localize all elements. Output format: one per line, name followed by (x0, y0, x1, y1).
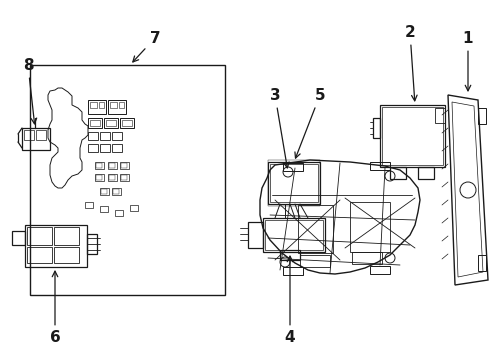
Bar (106, 120, 116, 126)
Bar (108, 100, 126, 114)
Bar (113, 189, 119, 194)
Bar (120, 162, 129, 169)
Bar (390, 167, 406, 179)
Bar (382, 107, 443, 165)
Bar (115, 210, 123, 216)
Bar (112, 188, 121, 195)
Bar (268, 162, 320, 204)
Bar (121, 163, 127, 168)
Text: 2: 2 (405, 24, 417, 101)
Bar (27, 227, 52, 245)
Text: 8: 8 (23, 58, 37, 124)
Text: 4: 4 (285, 256, 295, 346)
Bar (380, 105, 445, 167)
Bar (101, 189, 107, 194)
Bar (478, 108, 486, 124)
Bar (248, 222, 263, 248)
Bar (88, 118, 102, 128)
Bar (95, 162, 104, 169)
Bar (22, 128, 50, 150)
Text: 1: 1 (463, 31, 473, 91)
Bar (120, 118, 134, 128)
Bar (104, 118, 118, 128)
Bar (112, 132, 122, 140)
Bar (298, 205, 333, 253)
Text: 5: 5 (295, 87, 325, 158)
Bar (263, 218, 325, 252)
Bar (268, 160, 320, 206)
Bar (90, 120, 100, 126)
Text: 7: 7 (133, 31, 160, 62)
Bar (109, 163, 115, 168)
Bar (54, 247, 79, 263)
Bar (130, 205, 138, 211)
Bar (122, 120, 132, 126)
Bar (99, 102, 104, 108)
Bar (108, 174, 117, 181)
Bar (108, 162, 117, 169)
Text: 3: 3 (270, 87, 289, 168)
Bar (350, 202, 390, 252)
Bar (270, 164, 318, 202)
Bar (478, 255, 486, 271)
Bar (370, 266, 390, 274)
Bar (121, 175, 127, 180)
Bar (96, 163, 102, 168)
Bar (370, 162, 390, 170)
Bar (280, 250, 300, 260)
Bar (110, 102, 117, 108)
Bar (120, 174, 129, 181)
Bar (88, 132, 98, 140)
Bar (54, 227, 79, 245)
Bar (27, 247, 52, 263)
Bar (100, 188, 109, 195)
Bar (373, 118, 380, 138)
Text: 6: 6 (49, 271, 60, 346)
Bar (283, 267, 303, 275)
Bar (435, 108, 445, 123)
Bar (36, 130, 46, 140)
Bar (87, 234, 97, 254)
Bar (119, 102, 124, 108)
Bar (418, 167, 434, 179)
Bar (100, 144, 110, 152)
Bar (112, 144, 122, 152)
Bar (109, 175, 115, 180)
Bar (88, 144, 98, 152)
Bar (30, 65, 225, 295)
Bar (90, 102, 97, 108)
Bar (300, 255, 330, 267)
Bar (100, 206, 108, 212)
Bar (88, 100, 106, 114)
Bar (85, 202, 93, 208)
Bar (96, 175, 102, 180)
Bar (100, 132, 110, 140)
Bar (352, 252, 382, 264)
Bar (24, 130, 34, 140)
Bar (12, 231, 25, 245)
Bar (25, 225, 87, 267)
Bar (265, 220, 323, 250)
Bar (283, 163, 303, 171)
Bar (95, 174, 104, 181)
